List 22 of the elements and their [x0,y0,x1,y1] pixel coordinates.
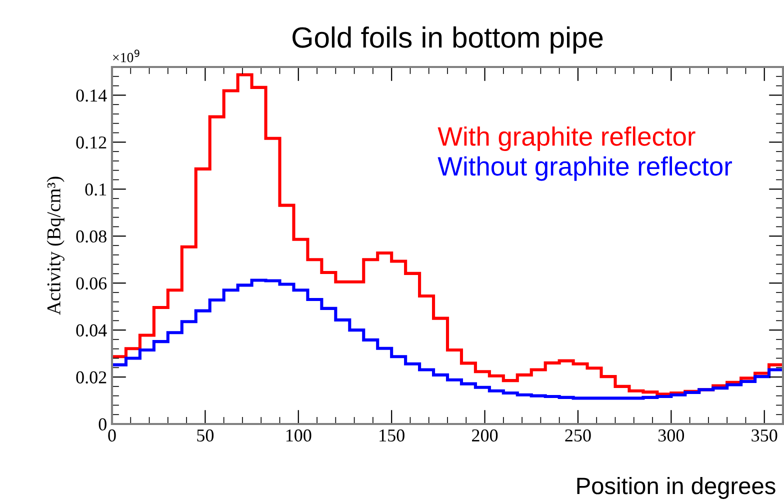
y-tick-label: 0.06 [76,277,107,290]
x-tick-label: 250 [565,429,591,442]
x-tick-label: 50 [197,429,214,442]
x-tick-label: 100 [286,429,312,442]
text: Without graphite reflector [438,156,732,181]
x-tick-label: 350 [752,429,778,442]
x-tick-label: 300 [658,429,684,442]
y-tick-label: 0.14 [76,89,107,102]
y-tick-label: 0.08 [76,230,106,243]
x-tick-label: 150 [380,429,404,442]
text: With graphite reflector [438,126,696,152]
x-tick-label: 0 [108,429,116,442]
y-tick-label: 0.12 [76,136,106,149]
chart-title: Gold foils in bottom pipe [292,26,603,54]
y-tick-label: 0 [98,418,106,430]
x-axis-title: Position in degrees [577,476,776,499]
x-tick-label: 200 [472,429,498,442]
y-tick-label: 0.1 [85,183,106,196]
text: ×10$^{9}$ [113,50,140,62]
y-axis-title: Activity (Bq/cm³) [46,176,64,315]
y-tick-label: 0.02 [76,371,106,384]
y-tick-label: 0.04 [76,324,107,337]
